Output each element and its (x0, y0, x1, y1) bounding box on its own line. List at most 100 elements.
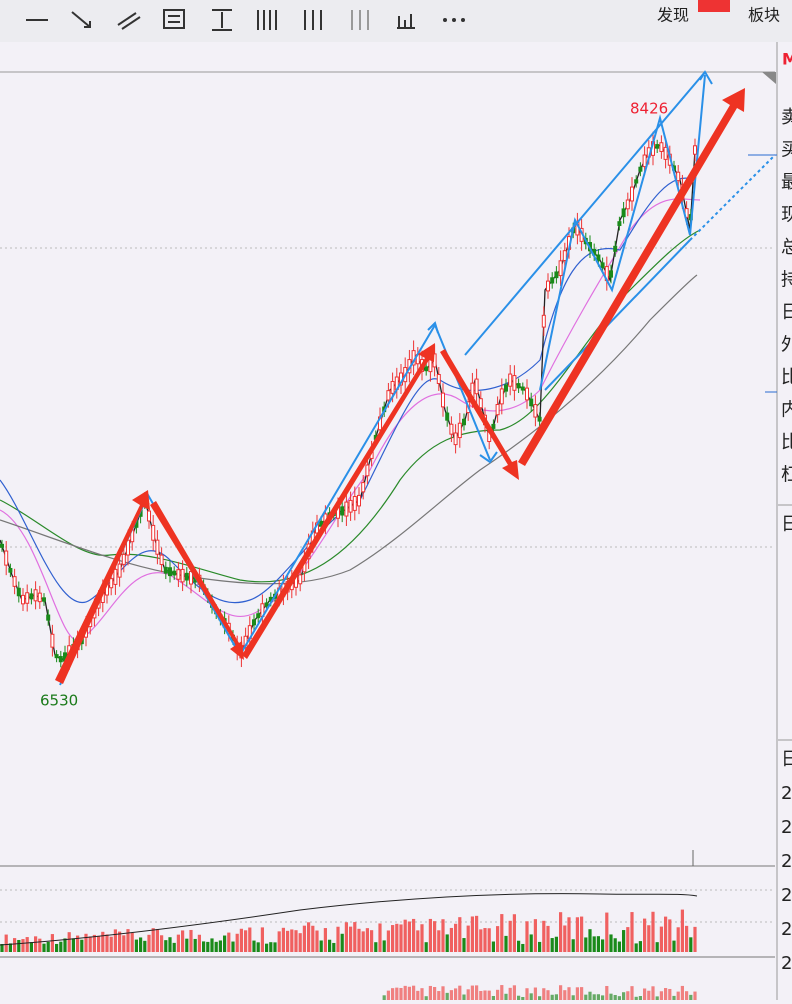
candle-body (184, 572, 189, 581)
volume-bar (487, 928, 491, 952)
indicator-bar (651, 986, 655, 1000)
volume-bar (416, 930, 420, 952)
candle-body (37, 592, 42, 603)
candle-body (155, 539, 160, 555)
candle-body (541, 314, 546, 328)
volume-bar (412, 918, 416, 952)
volume-bar (668, 919, 672, 952)
volume-bar (638, 941, 642, 952)
lower-indicator (382, 985, 697, 1000)
indicator-bar (609, 993, 613, 1000)
volume-bar (559, 912, 563, 952)
indicator-bar (500, 985, 504, 1000)
volume-bar (617, 941, 621, 952)
volume-bar (483, 928, 487, 952)
volume-bar (693, 926, 697, 952)
candle-body (546, 280, 550, 292)
indicator-bar (424, 996, 428, 1000)
panel-label: 2 (781, 885, 792, 906)
volume-bar (584, 937, 588, 952)
indicator-bar (399, 987, 403, 1000)
candle-body (642, 154, 647, 168)
volume-bar (0, 944, 4, 952)
indicator-bar (659, 991, 663, 1000)
indicator-bar (504, 993, 508, 1000)
candle-body (525, 387, 529, 401)
volume-bar (340, 933, 344, 952)
candle-body (348, 499, 353, 513)
indicator-bar (613, 995, 617, 1000)
candle-body (113, 568, 118, 585)
volume-bar (92, 934, 96, 952)
candle-body (319, 520, 324, 527)
volume-bar (580, 916, 584, 952)
volume-bar (38, 938, 42, 952)
volume-bar (239, 928, 243, 952)
more-icon[interactable] (443, 18, 465, 22)
volume-bar (491, 941, 495, 952)
candle-body (562, 250, 567, 262)
indicator-bar (382, 995, 386, 1000)
panel-label: 2 (781, 783, 792, 804)
volume-bar (529, 934, 533, 952)
candle-body (16, 587, 21, 597)
toolbar (0, 0, 792, 42)
volume-bar (554, 936, 558, 952)
panel-label: 2 (781, 851, 792, 872)
volume-bar (496, 926, 500, 952)
volume-bar (160, 935, 164, 952)
candle-body (512, 375, 517, 391)
volume-bar (349, 926, 353, 952)
volume-bar (118, 931, 122, 952)
panel-label: 2 (781, 953, 792, 974)
indicator-bar (517, 995, 521, 1000)
candle-body (625, 199, 630, 210)
tab-discover[interactable]: 发现 (657, 6, 689, 25)
volume-bar (592, 936, 596, 952)
volume-bar (298, 933, 302, 952)
volume-bar (4, 934, 8, 952)
volume-bar (265, 943, 269, 952)
volume-bar (155, 928, 159, 952)
indicator-bar (680, 985, 684, 1000)
indicator-bar (395, 987, 399, 1000)
volume-bar (252, 940, 256, 952)
volume-bar (630, 912, 634, 952)
indicator-bar (437, 991, 441, 1000)
tab-sector[interactable]: 板块 (748, 6, 780, 25)
candle-body (596, 254, 601, 262)
volume-bar (470, 916, 474, 952)
volume-bar (143, 940, 147, 952)
volume-bar (260, 927, 264, 952)
volume-bar (214, 941, 218, 952)
volume-bar (248, 927, 252, 952)
volume-bar (25, 937, 29, 952)
volume-bar (571, 939, 575, 952)
volume-bar (378, 923, 382, 952)
candle-body (630, 186, 634, 202)
volume-bar (458, 917, 462, 952)
volume-bar (655, 942, 659, 952)
candle-body (424, 366, 429, 372)
volume-bar (370, 930, 374, 952)
indicator-bar (588, 991, 592, 1000)
indicator-bar (672, 995, 676, 1000)
candle-body (168, 567, 172, 577)
candle-body (46, 614, 51, 621)
candle-body (340, 506, 345, 516)
volume-bar (235, 933, 239, 952)
quote-label: 内 (781, 400, 792, 421)
panel-label: 2 (781, 919, 792, 940)
indicator-bar (475, 985, 479, 1000)
volume-bar (80, 939, 84, 952)
candle-body (0, 543, 4, 548)
indicator-bar (689, 994, 693, 1000)
candle-body (453, 432, 458, 446)
candle-body (50, 633, 55, 648)
candle-body (8, 567, 13, 573)
volume-bar (244, 930, 248, 952)
volume-bar (575, 917, 579, 952)
candle-body (109, 578, 114, 589)
candle-body (117, 563, 122, 578)
volume-bar (634, 943, 638, 952)
